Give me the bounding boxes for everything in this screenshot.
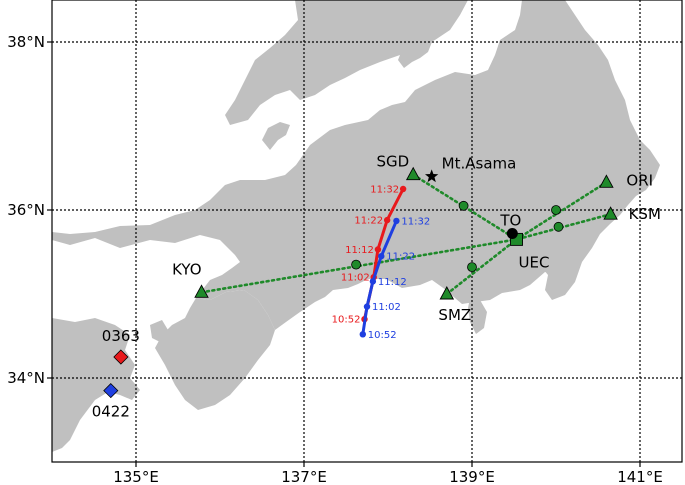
grid-lines	[52, 0, 682, 462]
time-label: 11:32	[401, 216, 430, 227]
time-label: 11:12	[345, 245, 374, 256]
path-point	[369, 278, 377, 285]
tick-label-lon: 141°E	[617, 468, 663, 485]
time-label: 11:32	[370, 185, 399, 196]
dotted-link	[515, 180, 608, 241]
path-point	[374, 246, 382, 253]
city-label: TO	[499, 212, 521, 230]
path-point	[383, 216, 391, 224]
station-label: KYO	[172, 260, 201, 278]
midpoint-marker	[553, 221, 564, 232]
midpoint-marker	[351, 259, 361, 270]
station-triangle-icon	[603, 206, 618, 220]
map-frame	[51, 0, 683, 463]
path-point	[378, 253, 385, 260]
path-point	[359, 331, 366, 338]
tick-label-lon: 135°E	[113, 468, 159, 485]
station-label: SMZ	[438, 306, 471, 324]
station-triangle-icon	[599, 174, 614, 188]
dotted-link	[445, 238, 518, 296]
midpoint-marker	[551, 205, 561, 215]
time-label: 10:52	[332, 315, 361, 326]
tick-label-lat: 36°N	[7, 201, 45, 219]
tick-label-lat: 34°N	[7, 369, 45, 387]
event-label: 0422	[92, 403, 130, 421]
tick-label-lon: 137°E	[281, 468, 327, 485]
path-point	[363, 303, 371, 310]
propagation-links	[200, 173, 612, 296]
time-label: 10:52	[368, 330, 397, 341]
path-point	[393, 217, 400, 225]
event-label: 0363	[102, 327, 140, 345]
event-diamond-icon	[103, 383, 119, 399]
volcano-star-icon	[425, 169, 439, 183]
path-point	[399, 185, 407, 193]
time-label: 11:02	[372, 302, 401, 313]
station-triangle-icon	[194, 284, 209, 298]
tick-label-lat: 38°N	[7, 33, 45, 51]
midpoint-marker	[467, 262, 477, 273]
dotted-link	[515, 212, 612, 241]
midpoint-marker	[458, 200, 469, 211]
time-label: 11:02	[341, 273, 370, 284]
station-label: KSM	[629, 205, 661, 223]
city-dot-icon	[506, 228, 518, 240]
station-label: ORI	[626, 171, 653, 189]
axis-ticks: 135°E 137°E 139°E 141°E 34°N 36°N 38°N	[7, 33, 663, 485]
station-label: SGD	[376, 153, 409, 171]
time-label: 11:22	[386, 252, 415, 263]
station-triangle-icon	[405, 166, 421, 181]
volcano-label: Mt.Asama	[442, 154, 517, 172]
tick-label-lon: 139°E	[449, 468, 495, 485]
time-label: 11:22	[354, 216, 383, 227]
receiver-label: UEC	[519, 253, 550, 271]
map-markers: SGD ORI KSM KYO SMZ UEC TO Mt.Asama 0363 0422	[92, 153, 661, 421]
event-diamond-icon	[113, 349, 129, 365]
time-label: 11:12	[378, 277, 407, 288]
station-triangle-icon	[439, 286, 455, 300]
blue-trajectory: 10:52 11:02 11:12 11:22 11:32	[359, 216, 430, 341]
